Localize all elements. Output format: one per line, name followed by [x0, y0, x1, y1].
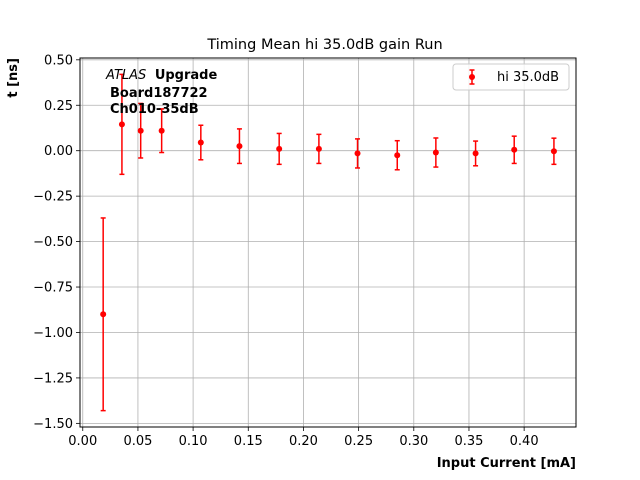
data-point-7	[315, 145, 322, 152]
legend: hi 35.0dB	[452, 63, 570, 91]
chart-title: Timing Mean hi 35.0dB gain Run	[206, 37, 442, 53]
y-tick-label-8: 0.50	[44, 53, 73, 68]
svg-text:ATLAS Upgrade: ATLAS Upgrade	[105, 68, 217, 83]
upgrade-label: Upgrade	[155, 68, 218, 83]
data-point-1	[118, 121, 125, 128]
y-tick-label-7: 0.25	[44, 99, 73, 114]
board-label: Board187722	[110, 86, 208, 101]
y-tick-label-2: −1.00	[33, 326, 73, 341]
x-tick-label-4: 0.20	[289, 434, 318, 449]
y-tick-label-6: 0.00	[44, 144, 73, 159]
y-axis-label: t [ns]	[6, 58, 21, 98]
grid-lines	[80, 58, 576, 427]
data-point-0	[100, 311, 107, 318]
legend-marker	[469, 74, 475, 80]
data-point-11	[472, 150, 479, 157]
atlas-label: ATLAS	[105, 68, 146, 83]
y-tick-label-5: −0.25	[33, 190, 73, 205]
x-tick-label-8: 0.40	[510, 434, 539, 449]
x-axis-label: Input Current [mA]	[437, 456, 576, 471]
data-point-2	[137, 127, 144, 134]
atlas-annotation: ATLAS Upgrade Board187722 Ch010-35dB	[105, 68, 217, 117]
y-axis-ticks: −1.50 −1.25 −1.00 −0.75 −0.50 −0.25 0.00 0.25 0.…	[33, 53, 80, 432]
data-point-9	[394, 152, 401, 159]
data-point-8	[354, 150, 361, 157]
y-tick-label-1: −1.25	[33, 371, 73, 386]
data-point-5	[236, 143, 243, 150]
data-point-13	[550, 148, 557, 155]
x-axis-ticks: 0.00 0.05 0.10 0.15 0.20 0.25 0.30 0.35 0.40	[68, 427, 539, 449]
data-point-10	[432, 149, 439, 156]
legend-entry-hi-35db: hi 35.0dB	[497, 70, 559, 85]
data-point-3	[158, 127, 165, 134]
x-tick-label-7: 0.35	[454, 434, 483, 449]
data-series-hi-35db	[100, 73, 557, 412]
x-tick-label-0: 0.00	[68, 434, 97, 449]
x-tick-label-3: 0.15	[234, 434, 263, 449]
y-tick-label-4: −0.50	[33, 235, 73, 250]
data-point-6	[276, 145, 283, 152]
x-tick-label-1: 0.05	[123, 434, 152, 449]
x-tick-label-2: 0.10	[179, 434, 208, 449]
data-point-4	[197, 139, 204, 146]
y-tick-label-0: −1.50	[33, 417, 73, 432]
channel-label: Ch010-35dB	[110, 102, 199, 117]
data-point-12	[511, 146, 518, 153]
legend-box	[452, 63, 570, 91]
plot-frame	[79, 57, 577, 428]
x-tick-label-5: 0.25	[344, 434, 373, 449]
x-tick-label-6: 0.30	[399, 434, 428, 449]
y-tick-label-3: −0.75	[33, 281, 73, 296]
